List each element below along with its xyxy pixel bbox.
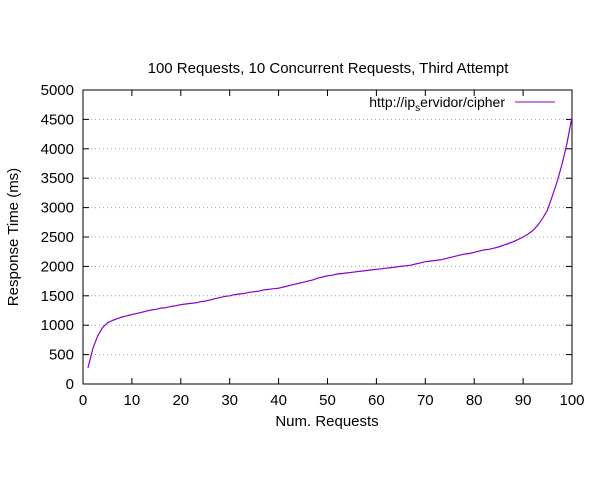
legend: http://ipservidor/cipher [369,94,555,114]
grid-lines [83,118,572,356]
x-tick-label: 50 [319,392,336,409]
y-tick-label: 4000 [41,141,74,158]
legend-label: http://ipservidor/cipher [369,94,505,114]
y-tick-label: 3000 [41,200,74,217]
x-axis-label: Num. Requests [275,413,378,430]
x-tick-label: 100 [559,392,584,409]
x-tick-label: 70 [417,392,434,409]
y-tick-label: 500 [49,347,74,364]
y-tick-label: 1500 [41,288,74,305]
x-tick-label: 30 [221,392,238,409]
y-tick-label: 0 [66,376,74,393]
y-axis-label: Response Time (ms) [5,168,22,306]
x-tick-label: 80 [466,392,483,409]
y-tick-label: 5000 [41,82,74,99]
x-tick-label: 0 [79,392,87,409]
series-layer [87,116,573,369]
y-tick-label: 1000 [41,317,74,334]
legend-label-suffix: ervidor/cipher [420,94,505,110]
chart-title: 100 Requests, 10 Concurrent Requests, Th… [148,60,510,77]
x-tick-label: 10 [124,392,141,409]
x-tick-label: 90 [515,392,532,409]
x-tick-label: 20 [172,392,189,409]
legend-label-prefix: http://ip [369,94,415,110]
x-tick-label: 40 [270,392,287,409]
series-line [87,116,573,369]
x-tick-label: 60 [368,392,385,409]
y-tick-label: 3500 [41,170,74,187]
y-tick-label: 2500 [41,229,74,246]
legend-label-subscript: s [415,103,420,114]
y-tick-label: 4500 [41,111,74,128]
y-tick-label: 2000 [41,258,74,275]
axis-ticks: 0500100015002000250030003500400045005000… [41,82,585,409]
